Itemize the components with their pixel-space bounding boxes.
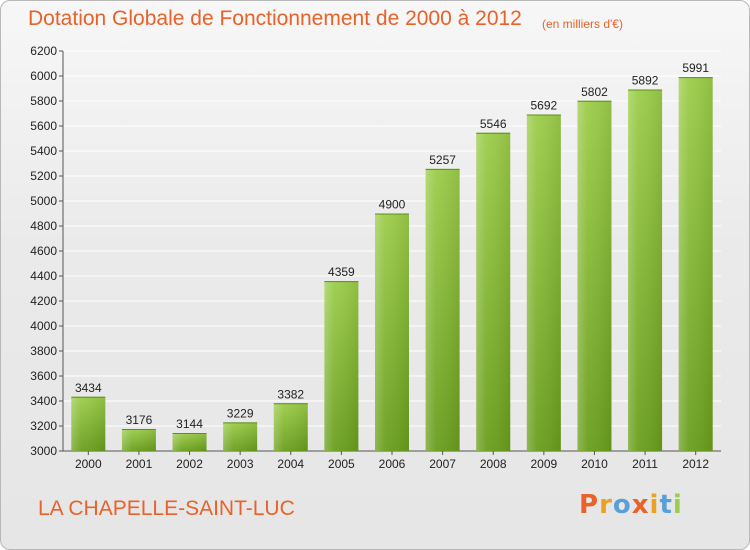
data-label-2003: 3229 xyxy=(227,406,254,420)
x-tick-label: 2001 xyxy=(126,457,153,471)
chart-subtitle: (en milliers d'€) xyxy=(542,17,623,31)
bar-shine-2003 xyxy=(223,422,258,451)
x-tick-label: 2000 xyxy=(75,457,102,471)
y-tick-label: 4600 xyxy=(30,244,57,258)
x-tick-label: 2008 xyxy=(480,457,507,471)
bar-shine-2002 xyxy=(172,433,207,451)
y-tick-label: 5600 xyxy=(30,119,57,133)
data-label-2005: 4359 xyxy=(328,265,355,279)
x-tick-label: 2009 xyxy=(530,457,557,471)
y-tick-label: 4000 xyxy=(30,319,57,333)
data-label-2006: 4900 xyxy=(379,198,406,212)
x-tick-label: 2002 xyxy=(176,457,203,471)
y-tick-label: 4800 xyxy=(30,219,57,233)
y-tick-label: 3800 xyxy=(30,344,57,358)
logo-letter: o xyxy=(612,490,632,520)
bar-shine-2010 xyxy=(577,100,612,451)
y-tick-label: 6200 xyxy=(30,44,57,58)
bar-shine-2009 xyxy=(526,114,561,451)
bar-shine-2007 xyxy=(425,168,460,451)
bar-shine-2012 xyxy=(678,77,713,451)
x-tick-label: 2005 xyxy=(328,457,355,471)
x-tick-label: 2006 xyxy=(379,457,406,471)
bar-shine-2011 xyxy=(628,89,663,451)
data-label-2008: 5546 xyxy=(480,117,507,131)
x-tick-label: 2007 xyxy=(429,457,456,471)
data-label-2012: 5991 xyxy=(682,61,709,75)
x-tick-label: 2010 xyxy=(581,457,608,471)
data-label-2009: 5692 xyxy=(530,99,557,113)
y-tick-label: 5200 xyxy=(30,169,57,183)
data-label-2010: 5802 xyxy=(581,85,608,99)
data-label-2001: 3176 xyxy=(126,413,153,427)
commune-name: LA CHAPELLE-SAINT-LUC xyxy=(38,497,295,520)
bars xyxy=(71,77,713,451)
data-label-2000: 3434 xyxy=(75,381,102,395)
axes: 3000 3200 3400 3600 3800 4000 4200 4400 4600 4800… xyxy=(30,44,721,471)
y-tick-label: 4400 xyxy=(30,269,57,283)
proxiti-logo[interactable]: Proxiti xyxy=(579,490,683,520)
data-label-2007: 5257 xyxy=(429,153,456,167)
y-tick-label: 3400 xyxy=(30,394,57,408)
data-labels: 3434 3176 3144 3229 3382 4359 4900 5257 5546 5692… xyxy=(75,61,709,431)
y-tick-label: 3200 xyxy=(30,419,57,433)
x-tick-label: 2011 xyxy=(632,457,658,471)
y-tick-label: 3600 xyxy=(30,369,57,383)
data-label-2004: 3382 xyxy=(277,387,304,401)
x-tick-label: 2003 xyxy=(227,457,254,471)
logo-letter: t xyxy=(659,490,673,520)
logo-letter: x xyxy=(631,490,650,520)
bar-shine-2000 xyxy=(71,396,106,451)
chart-title: Dotation Globale de Fonctionnement de 20… xyxy=(28,7,522,30)
y-tick-label: 6000 xyxy=(30,69,57,83)
logo-letter: r xyxy=(599,490,613,520)
data-label-2011: 5892 xyxy=(632,74,659,88)
x-tick-label: 2004 xyxy=(277,457,304,471)
y-tick-label: 5800 xyxy=(30,94,57,108)
y-tick-label: 5000 xyxy=(30,194,57,208)
bar-shine-2006 xyxy=(375,213,409,451)
y-tick-label: 5400 xyxy=(30,144,57,158)
logo-letter: i xyxy=(672,490,683,520)
logo-letter: P xyxy=(579,490,600,520)
bar-shine-2004 xyxy=(273,403,308,451)
logo-letter: i xyxy=(649,490,660,520)
bar-shine-2005 xyxy=(324,281,359,451)
bar-shine-2001 xyxy=(121,429,156,451)
x-tick-label: 2012 xyxy=(682,457,709,471)
data-label-2002: 3144 xyxy=(176,417,203,431)
bar-shine-2008 xyxy=(476,132,511,451)
y-tick-label: 4200 xyxy=(30,294,57,308)
y-tick-label: 3000 xyxy=(30,444,57,458)
